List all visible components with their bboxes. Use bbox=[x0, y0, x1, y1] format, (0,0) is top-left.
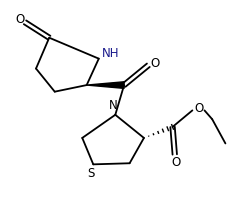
Text: O: O bbox=[194, 102, 203, 115]
Polygon shape bbox=[87, 82, 124, 88]
Text: NH: NH bbox=[102, 47, 120, 60]
Text: S: S bbox=[87, 167, 95, 180]
Text: N: N bbox=[109, 99, 118, 112]
Text: O: O bbox=[171, 156, 180, 169]
Text: O: O bbox=[15, 12, 24, 25]
Text: O: O bbox=[150, 57, 160, 70]
